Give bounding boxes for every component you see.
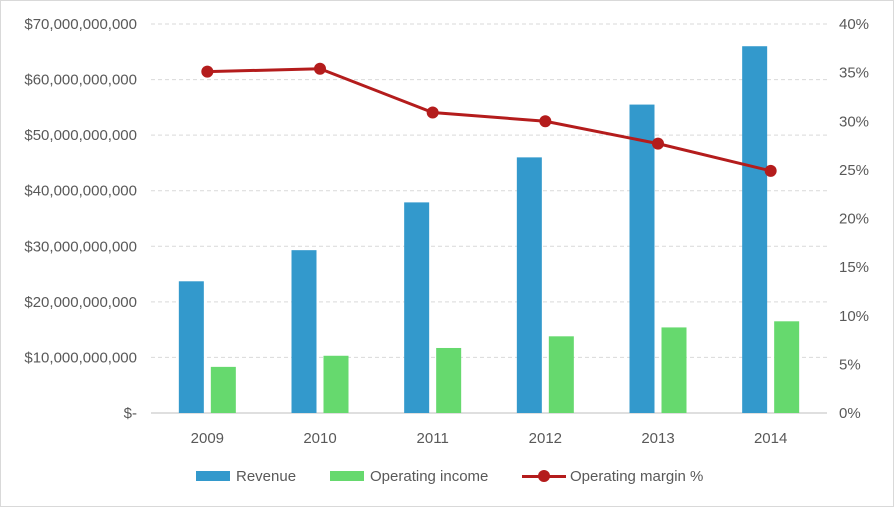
x-axis-tick-label: 2014 xyxy=(754,430,787,447)
legend-label-operating-margin: Operating margin % xyxy=(570,467,704,485)
right-axis-tick-label: 10% xyxy=(839,308,869,325)
point-operating-margin-2013 xyxy=(652,137,664,150)
right-axis-tick-label: 5% xyxy=(839,356,861,373)
bar-revenue-2013 xyxy=(629,104,655,413)
right-axis-tick-label: 0% xyxy=(839,405,861,422)
left-axis-tick-label: $40,000,000,000 xyxy=(24,183,137,200)
point-operating-margin-2014 xyxy=(764,164,777,177)
left-axis-tick-label: $60,000,000,000 xyxy=(24,72,137,89)
right-axis-tick-label: 40% xyxy=(839,16,869,33)
legend-item-operating-income: Operating income xyxy=(330,462,488,490)
legend-swatch-operating-margin xyxy=(522,466,566,486)
x-axis-tick-label: 2013 xyxy=(641,430,674,447)
bar-revenue-2010 xyxy=(291,250,317,413)
bar-revenue-2014 xyxy=(742,46,768,413)
point-operating-margin-2010 xyxy=(314,62,326,75)
legend-swatch-revenue xyxy=(196,471,230,481)
bar-operating-income-2014 xyxy=(774,321,800,413)
line-operating-margin xyxy=(207,67,772,173)
bar-operating-income-2013 xyxy=(661,327,687,413)
legend-swatch-operating-income xyxy=(330,471,364,481)
legend-item-operating-margin: Operating margin % xyxy=(522,462,703,490)
left-axis-tick-label: $10,000,000,000 xyxy=(24,349,137,366)
left-axis-tick-label: $70,000,000,000 xyxy=(24,16,137,33)
legend-item-revenue: Revenue xyxy=(196,462,296,490)
bar-revenue-2012 xyxy=(516,157,542,413)
point-operating-margin-2009 xyxy=(201,65,214,78)
right-axis-tick-label: 25% xyxy=(839,162,869,179)
bar-operating-income-2011 xyxy=(436,347,462,413)
bar-operating-income-2012 xyxy=(548,336,574,413)
bar-operating-income-2009 xyxy=(210,366,236,413)
left-axis-tick-label: $50,000,000,000 xyxy=(24,127,137,144)
point-operating-margin-2011 xyxy=(426,106,439,119)
x-axis-tick-label: 2009 xyxy=(191,430,224,447)
bar-revenue-2009 xyxy=(178,281,204,413)
chart-legend: Revenue Operating income Operating margi… xyxy=(0,462,894,490)
bar-operating-income-2010 xyxy=(323,355,349,413)
right-axis-tick-label: 15% xyxy=(839,259,869,276)
left-axis-tick-label: $20,000,000,000 xyxy=(24,294,137,311)
legend-label-revenue: Revenue xyxy=(236,467,297,485)
right-axis-tick-label: 20% xyxy=(839,211,869,228)
chart-plot: $- $10,000,000,000 $20,000,000,000 $30,000,… xyxy=(24,16,869,447)
x-axis-tick-label: 2012 xyxy=(529,430,562,447)
right-axis-tick-label: 35% xyxy=(839,65,869,82)
point-operating-margin-2012 xyxy=(539,115,552,128)
bar-revenue-2011 xyxy=(404,202,430,413)
x-axis-tick-label: 2011 xyxy=(417,430,449,447)
left-axis-tick-label: $30,000,000,000 xyxy=(24,238,137,255)
right-axis-tick-label: 30% xyxy=(839,113,869,130)
legend-label-operating-income: Operating income xyxy=(370,467,489,485)
x-axis-tick-label: 2010 xyxy=(303,430,336,447)
left-axis-tick-label: $- xyxy=(124,405,137,422)
